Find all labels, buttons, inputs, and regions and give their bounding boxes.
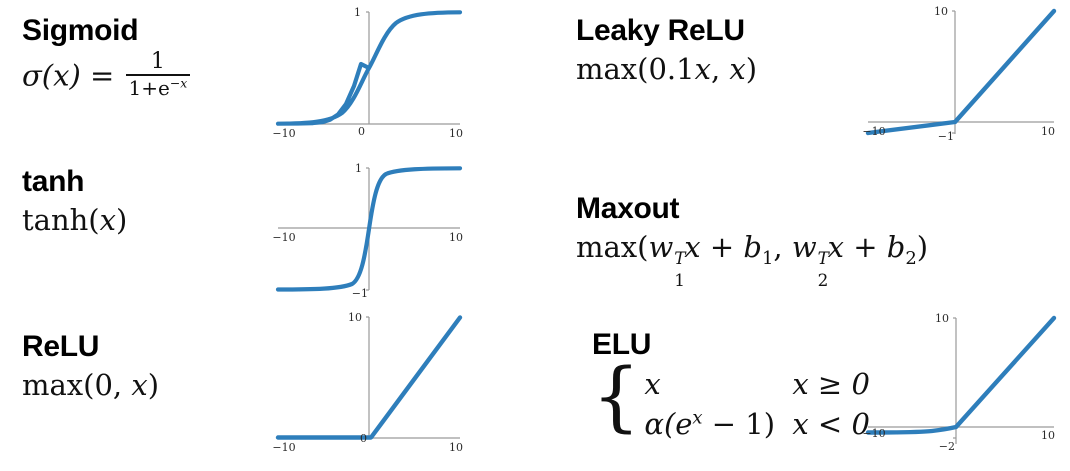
elu-row2-tail: − 1) bbox=[702, 407, 776, 441]
sigmoid-denominator: 1+e−x bbox=[126, 74, 191, 100]
elu-chart-svg: 10 −2 −10 10 bbox=[862, 312, 1057, 453]
relu-curve bbox=[275, 315, 463, 440]
leaky-relu-plot: 10 −1 −10 10 bbox=[858, 2, 1063, 147]
tanh-plot: 1 −1 −10 10 bbox=[268, 152, 468, 300]
sigmoid-formula-lhs: σ(x) = bbox=[22, 58, 115, 93]
sigmoid-curve bbox=[275, 10, 463, 126]
sigmoid-numerator: 1 bbox=[150, 49, 165, 74]
elu-piecewise: { x x ≥ 0 α(ex − 1) x < 0 bbox=[592, 351, 870, 444]
maxout-b2-sub: 2 bbox=[905, 247, 917, 269]
cell-relu: ReLU max(0, x) bbox=[22, 330, 159, 402]
leaky-relu-formula: max(0.1x, x) bbox=[576, 52, 758, 86]
fraction-bar bbox=[125, 74, 191, 76]
sigmoid-chart-svg: 1 −10 0 10 bbox=[272, 6, 463, 140]
y-tick-label-1: 1 bbox=[355, 162, 362, 175]
relu-chart-svg: 10 −10 0 10 bbox=[272, 311, 463, 454]
elu-row2-condition: x < 0 bbox=[792, 407, 870, 441]
sigmoid-fraction: 1 1+e−x bbox=[125, 49, 191, 100]
y-tick-label-neg2: −2 bbox=[939, 440, 955, 453]
y-tick-label-neg1: −1 bbox=[938, 130, 954, 143]
elu-row1-expression: x bbox=[644, 367, 661, 401]
x-tick-label-10: 10 bbox=[1041, 125, 1055, 138]
cell-tanh: tanh tanh(x) bbox=[22, 165, 127, 237]
maxout-w1: w bbox=[648, 230, 674, 264]
sigmoid-formula: σ(x) = 1 1+e−x bbox=[22, 49, 192, 101]
maxout-w2-transpose: T bbox=[817, 248, 829, 268]
y-tick-label-10: 10 bbox=[935, 312, 949, 325]
elu-row2-expression: α(ex − 1) bbox=[644, 407, 792, 441]
relu-formula: max(0, x) bbox=[22, 368, 160, 402]
cell-sigmoid: Sigmoid σ(x) = 1 1+e−x bbox=[22, 14, 192, 101]
sigmoid-den-base: 1+e bbox=[128, 75, 170, 100]
elu-row2-alpha-exp: α(e bbox=[644, 407, 693, 441]
tanh-var: x bbox=[99, 203, 116, 237]
y-tick-label-neg1: −1 bbox=[352, 287, 368, 300]
elu-rows: x x ≥ 0 α(ex − 1) x < 0 bbox=[644, 364, 870, 444]
leaky-relu-chart-svg: 10 −1 −10 10 bbox=[862, 5, 1057, 143]
y-tick-label-10: 10 bbox=[348, 311, 362, 324]
sigmoid-heading: Sigmoid bbox=[22, 14, 139, 47]
x-tick-label-neg10: −10 bbox=[862, 125, 885, 138]
x-tick-label-10: 10 bbox=[449, 127, 463, 140]
maxout-xb1: x + b bbox=[684, 230, 762, 264]
x-tick-label-10: 10 bbox=[449, 441, 463, 454]
maxout-w1-sub: 1 bbox=[674, 270, 685, 290]
tanh-formula: tanh(x) bbox=[22, 203, 128, 237]
elu-row-2: α(ex − 1) x < 0 bbox=[644, 404, 870, 444]
elu-curve bbox=[865, 315, 1057, 435]
x-tick-label-neg10: −10 bbox=[272, 231, 295, 244]
maxout-heading: Maxout bbox=[576, 192, 680, 225]
x-tick-label-0: 0 bbox=[358, 125, 365, 138]
elu-heading: ELU bbox=[592, 328, 652, 361]
elu-row1-condition: x ≥ 0 bbox=[792, 367, 870, 401]
x-tick-label-neg10: −10 bbox=[272, 441, 295, 454]
leaky-relu-curve bbox=[865, 8, 1057, 136]
maxout-b1-sub: 1 bbox=[761, 247, 774, 269]
maxout-xb2: x + b bbox=[827, 230, 906, 264]
maxout-w2-sub: 2 bbox=[817, 270, 829, 290]
leaky-var-1: x bbox=[694, 52, 711, 86]
relu-heading: ReLU bbox=[22, 330, 100, 363]
elu-plot: 10 −2 −10 10 bbox=[858, 305, 1063, 460]
elu-row2-exponent: x bbox=[692, 407, 703, 429]
x-tick-label-10: 10 bbox=[1041, 429, 1055, 442]
cell-elu: ELU { x x ≥ 0 α(ex − 1) x < 0 bbox=[592, 328, 870, 444]
x-tick-label-neg10: −10 bbox=[862, 427, 885, 440]
tanh-chart-svg: 1 −1 −10 10 bbox=[272, 162, 463, 300]
x-tick-label-0: 0 bbox=[360, 432, 367, 445]
cell-leaky-relu: Leaky ReLU max(0.1x, x) bbox=[576, 14, 757, 86]
leaky-relu-heading: Leaky ReLU bbox=[576, 14, 745, 47]
elu-brace: { bbox=[592, 351, 641, 440]
maxout-max-token: max( bbox=[576, 230, 649, 264]
maxout-close-paren: ) bbox=[916, 230, 929, 264]
elu-row-1: x x ≥ 0 bbox=[644, 364, 870, 404]
x-tick-label-10: 10 bbox=[449, 231, 463, 244]
sigmoid-plot: 1 −10 0 10 bbox=[268, 2, 468, 142]
sigmoid-den-exponent: −x bbox=[169, 74, 188, 90]
leaky-var-2: x bbox=[729, 52, 746, 86]
maxout-w1-transpose: T bbox=[674, 248, 686, 268]
x-tick-label-neg10: −10 bbox=[272, 127, 295, 140]
maxout-w2: w bbox=[791, 230, 817, 264]
relu-plot: 10 −10 0 10 bbox=[268, 305, 468, 460]
y-tick-label-10: 10 bbox=[934, 5, 948, 18]
maxout-comma: , bbox=[773, 230, 792, 264]
tanh-heading: tanh bbox=[22, 165, 85, 198]
y-tick-label-1: 1 bbox=[354, 6, 361, 19]
tanh-curve bbox=[275, 166, 463, 292]
relu-var: x bbox=[131, 368, 148, 402]
